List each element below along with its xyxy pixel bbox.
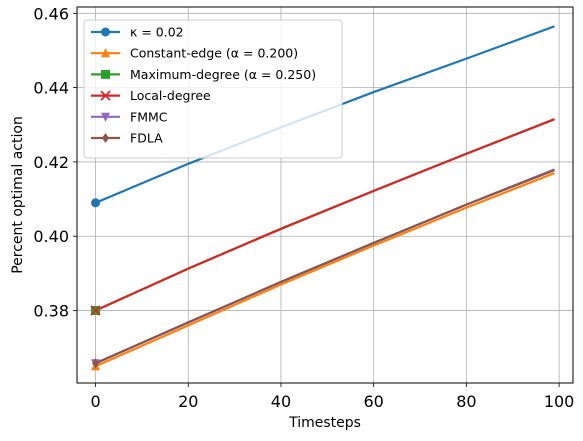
y-axis-label: Percent optimal action xyxy=(10,116,26,274)
marker-stroke xyxy=(100,90,111,101)
x-axis-label: Timesteps xyxy=(288,415,361,431)
series-line-diamond xyxy=(95,169,555,365)
series-line-x xyxy=(95,118,555,312)
y-tick-label: 0.38 xyxy=(33,302,69,321)
legend-entry: FDLA xyxy=(130,131,163,146)
y-tick-label: 0.44 xyxy=(33,79,69,98)
legend-marker xyxy=(101,27,110,37)
legend: κ = 0.02 Constant-edge (α = 0.200) Maximum… xyxy=(83,19,343,159)
series-markers xyxy=(90,198,101,371)
series-marker-circle xyxy=(91,198,101,208)
x-tick-label: 40 xyxy=(271,392,291,411)
legend-entry: κ = 0.02 xyxy=(130,25,184,40)
series-marker-diamond xyxy=(92,358,100,369)
legend-entry: Local-degree xyxy=(130,88,211,103)
y-tick-label: 0.42 xyxy=(33,153,69,172)
legend-entry: FMMC xyxy=(130,109,168,124)
legend-marker xyxy=(101,112,110,122)
legend-marker xyxy=(102,133,109,143)
legend-marker xyxy=(101,48,110,58)
series-line-triangle-up xyxy=(95,172,555,368)
y-tick-label: 0.40 xyxy=(33,227,69,246)
legend-entry: Maximum-degree (α = 0.250) xyxy=(130,67,316,82)
series-marker-x xyxy=(90,305,101,316)
x-tick-label: 60 xyxy=(363,392,383,411)
x-tick-label: 100 xyxy=(544,392,575,411)
axis-ticks: 0 20 40 60 80 100 0.38 0.40 0.42 0.44 0.46 xyxy=(33,4,574,411)
legend-box xyxy=(83,19,343,159)
plot-frame xyxy=(76,6,574,384)
marker-stroke xyxy=(90,305,101,316)
x-tick-label: 20 xyxy=(178,392,198,411)
y-tick-label: 0.46 xyxy=(33,4,69,23)
legend-marker xyxy=(100,90,111,101)
legend-marker xyxy=(101,69,110,79)
x-tick-label: 80 xyxy=(456,392,476,411)
x-tick-label: 0 xyxy=(90,392,100,411)
legend-entry: Constant-edge (α = 0.200) xyxy=(130,46,298,61)
